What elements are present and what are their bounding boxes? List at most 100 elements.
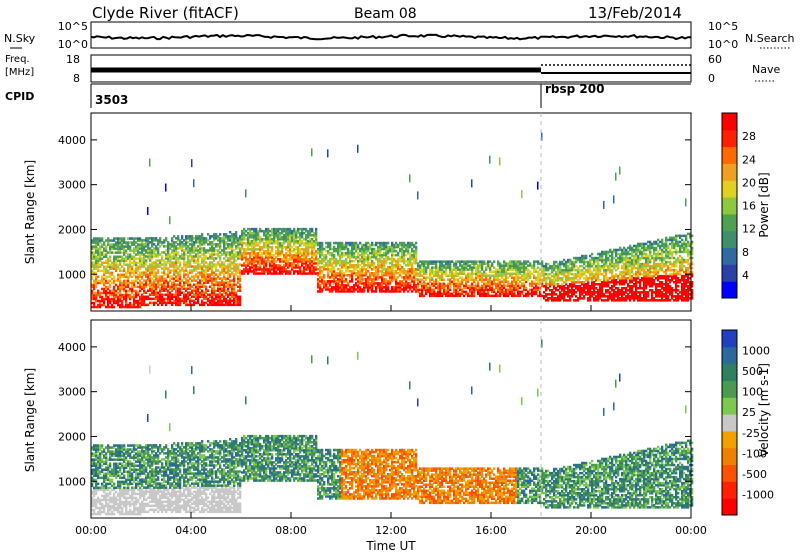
power-cell <box>141 241 144 244</box>
power-cell <box>191 289 194 292</box>
power-cell <box>489 276 492 279</box>
power-cell <box>585 260 588 264</box>
power-cell <box>189 255 192 258</box>
power-cell <box>193 267 196 270</box>
power-cell <box>237 271 240 274</box>
power-cell <box>149 289 152 292</box>
power-cell <box>255 229 258 233</box>
power-cell <box>479 264 482 267</box>
power-cell <box>249 256 252 259</box>
power-cell <box>373 280 376 283</box>
power-cell <box>403 290 406 293</box>
power-cell <box>401 259 404 263</box>
power-cell <box>309 264 312 267</box>
power-cell <box>307 272 310 275</box>
power-cell <box>91 293 94 297</box>
power-cell <box>179 269 182 272</box>
power-cell <box>573 281 576 284</box>
power-cell <box>127 277 130 281</box>
power-cell <box>359 270 362 273</box>
power-cell <box>99 247 102 250</box>
power-cell <box>141 281 144 284</box>
power-cell <box>529 292 532 296</box>
nsky-label: N.Sky <box>4 32 36 45</box>
power-cell <box>195 291 198 294</box>
power-cell <box>195 247 198 250</box>
power-cell <box>607 289 610 292</box>
power-cell <box>437 274 440 277</box>
power-cell <box>229 237 232 240</box>
power-cell <box>403 268 406 271</box>
power-cell <box>371 241 374 245</box>
power-cell <box>569 295 572 298</box>
power-cell <box>301 242 304 245</box>
power-cell <box>347 255 350 259</box>
power-cell <box>495 270 498 273</box>
power-cell <box>153 293 156 296</box>
power-cell <box>199 273 202 276</box>
power-cell <box>469 274 472 277</box>
power-cell <box>271 234 274 237</box>
power-cell <box>561 295 564 298</box>
power-cell <box>275 236 278 239</box>
power-cell <box>91 247 94 250</box>
power-cell <box>101 275 104 279</box>
power-cell <box>217 243 220 246</box>
power-cell <box>109 283 112 287</box>
power-cell <box>287 270 290 273</box>
power-cell <box>391 286 394 289</box>
power-cell <box>293 244 296 247</box>
power-cell <box>591 285 594 288</box>
power-cell <box>385 261 388 265</box>
power-cell <box>575 285 578 288</box>
power-cell <box>175 297 178 301</box>
power-cell <box>127 243 130 246</box>
power-cell <box>265 250 268 253</box>
power-cell <box>523 268 526 271</box>
power-cell <box>531 264 534 267</box>
power-cell <box>253 250 256 253</box>
power-cell <box>279 227 282 231</box>
power-cell <box>375 251 378 255</box>
power-cell <box>153 281 156 284</box>
power-cell <box>413 251 416 255</box>
power-cell <box>235 231 238 234</box>
power-cell <box>405 276 408 279</box>
power-cell <box>189 297 192 301</box>
power-cell <box>163 299 166 303</box>
power-cell <box>405 288 408 291</box>
power-cell <box>157 295 160 298</box>
power-cell <box>171 293 174 296</box>
power-cell <box>151 245 154 248</box>
power-cell <box>299 227 302 231</box>
power-cell <box>521 292 524 296</box>
power-cell <box>253 227 256 231</box>
power-cell <box>223 297 226 301</box>
power-cell <box>171 297 174 301</box>
power-cell <box>397 264 400 267</box>
power-cell <box>93 293 96 297</box>
power-cell <box>601 285 604 288</box>
power-cell <box>173 261 176 264</box>
power-cell <box>351 274 354 277</box>
power-cell <box>189 239 192 242</box>
power-cell <box>411 241 414 245</box>
power-cell <box>411 261 414 265</box>
power-cell <box>175 265 178 268</box>
power-cell <box>267 234 270 237</box>
power-cell <box>407 249 410 253</box>
power-cell <box>113 285 116 289</box>
power-cell <box>95 267 98 270</box>
power-cell <box>395 286 398 289</box>
power-cell <box>239 253 242 256</box>
power-cell <box>449 266 452 269</box>
power-cell <box>533 290 536 294</box>
power-cell <box>243 268 246 271</box>
power-cell <box>531 294 534 298</box>
power-cell <box>159 241 162 244</box>
power-cell <box>353 272 356 275</box>
power-cell <box>481 292 484 296</box>
power-cell <box>157 271 160 274</box>
power-cell <box>253 240 256 243</box>
power-cell <box>553 266 556 270</box>
